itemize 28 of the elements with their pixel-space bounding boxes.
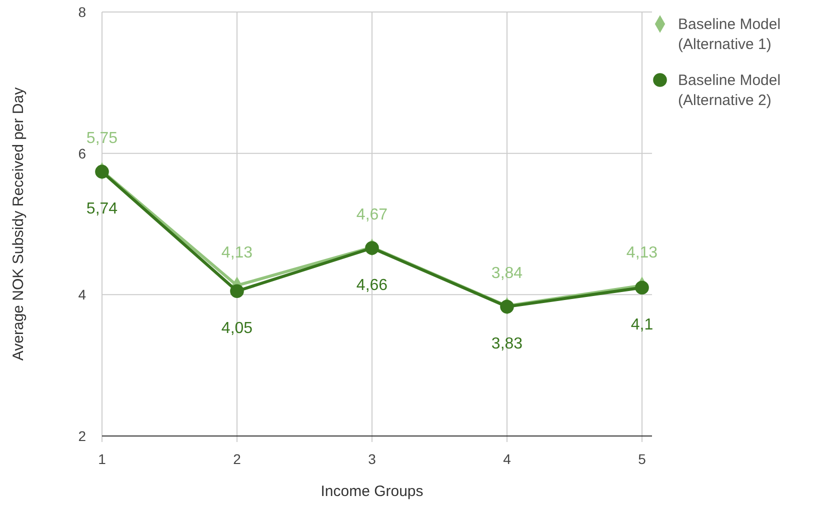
- y-tick-label: 4: [78, 286, 86, 303]
- x-axis-title: Income Groups: [320, 483, 424, 500]
- y-tick-label: 2: [78, 428, 86, 444]
- data-label: 4,05: [221, 320, 253, 338]
- point: [230, 284, 244, 298]
- legend-label: Baseline Model (Alternative 1): [678, 16, 781, 53]
- x-tick-label: 4: [503, 451, 512, 467]
- x-tick-label: 2: [233, 451, 242, 467]
- point: [635, 280, 649, 294]
- x-tick-label: 1: [98, 451, 106, 467]
- point: [365, 241, 379, 255]
- legend-label: Baseline Model (Alternative 2): [678, 72, 781, 109]
- data-label: 4,13: [626, 244, 658, 262]
- data-label: 3,83: [491, 336, 523, 353]
- y-tick-label: 6: [78, 145, 86, 162]
- x-tick-label: 5: [638, 451, 646, 467]
- data-label: 5,75: [86, 130, 118, 147]
- point: [95, 164, 109, 179]
- data-label: 4,66: [356, 277, 388, 294]
- point: [500, 300, 514, 314]
- data-label: 4,67: [356, 206, 388, 224]
- y-axis-title: Average NOK Subsidy Received per Day: [10, 86, 27, 361]
- data-label: 4,13: [221, 244, 253, 262]
- data-label: 3,84: [491, 264, 523, 282]
- y-tick-label: 8: [78, 4, 86, 20]
- data-label: 5,74: [86, 200, 118, 218]
- data-label: 4,1: [630, 316, 654, 334]
- x-tick-label: 3: [368, 451, 376, 467]
